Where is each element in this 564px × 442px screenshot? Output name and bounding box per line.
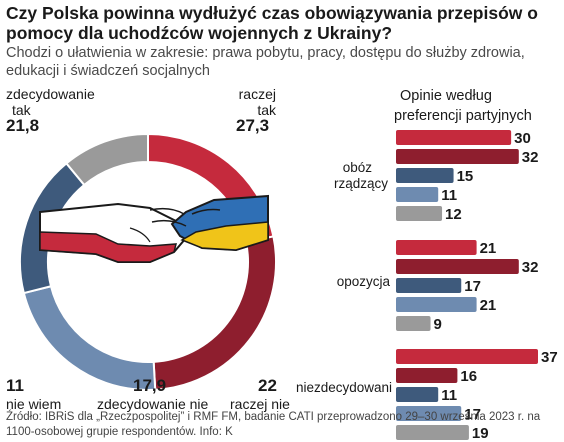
bar-value-label: 17 <box>464 406 481 423</box>
pie-value-zdecydowanie-tak: 21,8 <box>6 116 40 135</box>
pie-value-raczej-nie: 22 <box>258 376 277 395</box>
pie-label-nie-wiem: nie wiem <box>6 396 62 412</box>
chart-subtitle: Chodzi o ułatwienia w zakresie: prawa po… <box>6 45 525 79</box>
bar-value-label: 32 <box>522 259 539 276</box>
pie-slice-nie-wiem <box>65 132 149 187</box>
pie-value-raczej-tak: 27,3 <box>236 116 270 135</box>
bar-value-label: 12 <box>445 206 462 223</box>
group-label-niezdecydowani: niezdecydowani <box>295 380 392 395</box>
bar-value-label: 21 <box>480 240 497 257</box>
bar-value-label: 11 <box>441 387 457 404</box>
group-label-opozycja: opozycja <box>336 274 390 289</box>
pie-label-zdecydowanie-tak: zdecydowanie tak <box>6 86 95 118</box>
bar-g1-s2 <box>396 278 462 293</box>
pie-label-raczej-tak: raczej tak <box>238 86 276 118</box>
chart-title: Czy Polska powinna wydłużyć czas obowiąz… <box>6 3 538 43</box>
bar-chart-title: Opinie według preferencji partyjnych <box>394 88 532 124</box>
handshake-icon <box>39 194 269 263</box>
bar-value-label: 19 <box>472 425 489 442</box>
bar-g0-s3 <box>396 187 439 202</box>
bar-g2-s2 <box>396 387 439 402</box>
bar-g0-s1 <box>396 149 519 164</box>
bar-g0-s4 <box>396 206 443 221</box>
bar-g1-s1 <box>396 259 519 274</box>
bar-g2-s4 <box>396 425 469 440</box>
bar-g1-s0 <box>396 240 477 255</box>
bar-g2-s0 <box>396 349 538 364</box>
source-footer: Źródło: IBRiS dla „Rzeczpospolitej” i RM… <box>6 411 541 438</box>
bar-g1-s3 <box>396 297 477 312</box>
pie-label-zdecydowanie-nie: zdecydowanie nie <box>97 396 209 412</box>
group-label-oboz-rzadzacy: obóz rządzący <box>333 160 388 191</box>
bar-value-label: 15 <box>457 168 474 185</box>
bar-g2-s1 <box>396 368 458 383</box>
bar-g2-s3 <box>396 406 462 421</box>
pie-label-raczej-nie: raczej nie <box>230 396 290 412</box>
bar-value-label: 32 <box>522 149 539 166</box>
bar-g0-s2 <box>396 168 454 183</box>
bar-value-label: 16 <box>460 368 477 385</box>
bar-value-label: 17 <box>464 278 481 295</box>
bar-g0-s0 <box>396 130 512 145</box>
bar-value-label: 9 <box>434 316 442 333</box>
pie-value-zdecydowanie-nie: 17,9 <box>133 376 167 395</box>
pie-value-nie-wiem: 11 <box>6 376 24 395</box>
bar-value-label: 11 <box>441 187 457 204</box>
bar-value-label: 37 <box>541 349 558 366</box>
bar-value-label: 30 <box>514 130 531 147</box>
bar-g1-s4 <box>396 316 431 331</box>
bar-value-label: 21 <box>480 297 497 314</box>
